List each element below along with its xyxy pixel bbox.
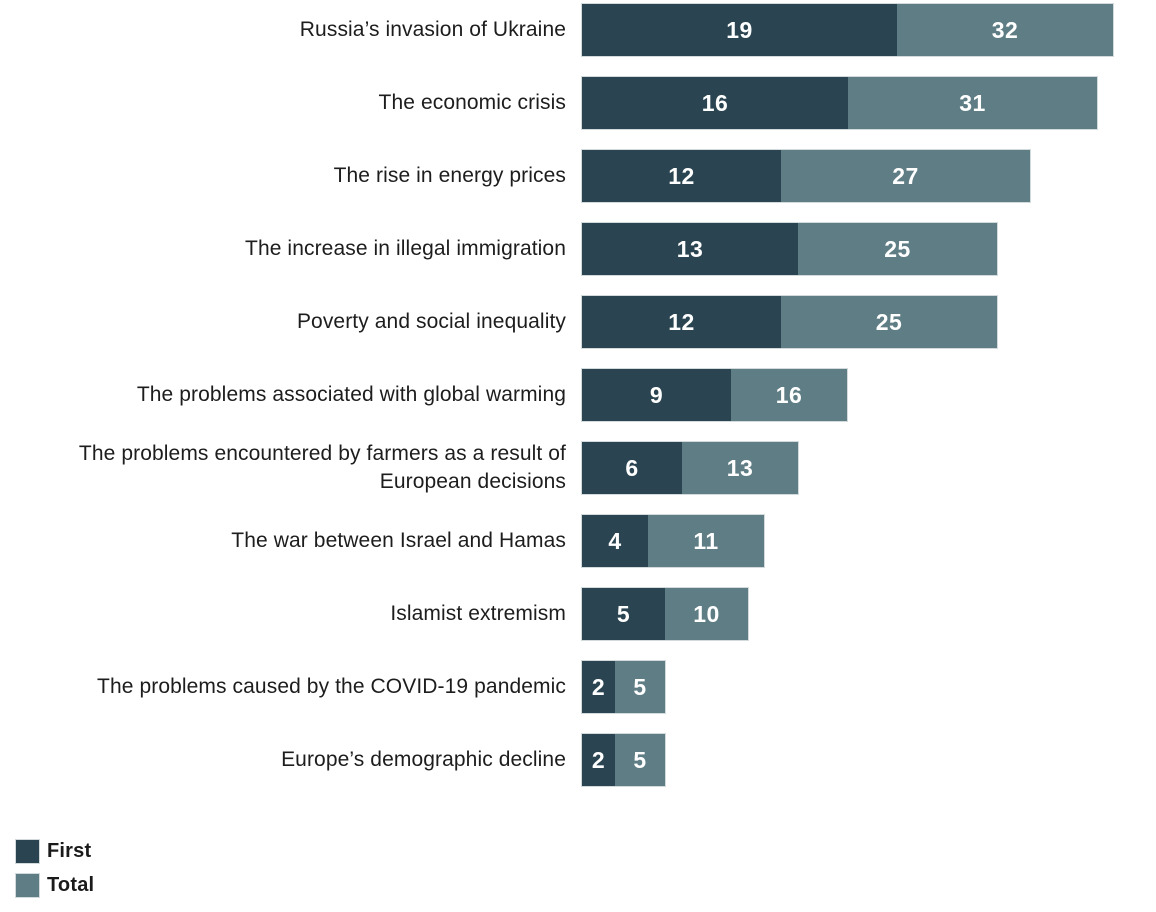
- total-legend-swatch: [15, 873, 40, 898]
- bar-row: Islamist extremism 5 10: [0, 587, 1156, 641]
- first-value-label: 5: [616, 600, 631, 627]
- first-value-label: 4: [608, 527, 622, 554]
- bar-row: The problems associated with global warm…: [0, 368, 1156, 422]
- stacked-bar: 16 31: [581, 76, 1098, 130]
- first-segment: 4: [582, 515, 648, 567]
- total-segment: 31: [848, 77, 1097, 129]
- total-value-label: 31: [959, 89, 986, 116]
- legend: First Total: [15, 839, 1156, 898]
- first-value-label: 13: [676, 235, 704, 262]
- bar-row: Russia’s invasion of Ukraine 19 32: [0, 3, 1156, 57]
- first-value-label: 16: [701, 89, 729, 116]
- first-segment: 13: [582, 223, 798, 275]
- category-label: The rise in energy prices: [333, 164, 566, 187]
- stacked-bar: 12 27: [581, 149, 1031, 203]
- total-value-label: 13: [726, 454, 754, 481]
- stacked-bar: 12 25: [581, 295, 998, 349]
- bar-row: The problems caused by the COVID-19 pand…: [0, 660, 1156, 714]
- stacked-bar: 9 16: [581, 368, 848, 422]
- total-segment: 5: [615, 734, 665, 786]
- bar-rows: Russia’s invasion of Ukraine 19 32 The econ…: [0, 3, 1156, 787]
- total-value-label: 11: [693, 527, 719, 554]
- legend-item-total: Total: [15, 873, 1156, 898]
- total-segment: 25: [781, 296, 997, 348]
- category-label: The increase in illegal immigration: [245, 237, 566, 260]
- total-segment: 25: [798, 223, 997, 275]
- first-value-label: 19: [726, 16, 753, 43]
- total-segment: 10: [665, 588, 748, 640]
- stacked-bar: 4 11: [581, 514, 765, 568]
- first-value-label: 2: [591, 673, 606, 700]
- legend-item-first: First: [15, 839, 1156, 864]
- first-value-label: 12: [668, 308, 695, 335]
- stacked-bar: 5 10: [581, 587, 749, 641]
- total-value-label: 25: [884, 235, 911, 262]
- total-value-label: 25: [875, 308, 903, 335]
- first-segment: 6: [582, 442, 682, 494]
- first-segment: 2: [582, 734, 615, 786]
- stacked-bar: 19 32: [581, 3, 1114, 57]
- category-label: The problems associated with global warm…: [136, 383, 566, 406]
- category-label: The problems caused by the COVID-19 pand…: [97, 675, 566, 698]
- total-value-label: 5: [633, 746, 647, 773]
- total-segment: 32: [897, 4, 1113, 56]
- bar-row: The problems encountered by farmers as a…: [0, 441, 1156, 495]
- total-value-label: 27: [892, 162, 919, 189]
- bar-row: The rise in energy prices 12 27: [0, 149, 1156, 203]
- first-segment: 16: [582, 77, 848, 129]
- first-value-label: 6: [625, 454, 639, 481]
- first-segment: 19: [582, 4, 897, 56]
- category-label: Europe’s demographic decline: [281, 748, 566, 771]
- first-value-label: 12: [668, 162, 695, 189]
- bar-row: Europe’s demographic decline 2 5: [0, 733, 1156, 787]
- first-segment: 2: [582, 661, 615, 713]
- first-segment: 9: [582, 369, 731, 421]
- total-segment: 16: [731, 369, 847, 421]
- total-value-label: 5: [633, 673, 647, 700]
- bar-row: The economic crisis 16 31: [0, 76, 1156, 130]
- category-label: Poverty and social inequality: [296, 310, 566, 333]
- bar-row: The increase in illegal immigration 13 25: [0, 222, 1156, 276]
- total-legend-label: Total: [47, 874, 95, 896]
- total-value-label: 32: [991, 16, 1019, 43]
- bar-row: Poverty and social inequality 12 25: [0, 295, 1156, 349]
- first-segment: 5: [582, 588, 665, 640]
- category-label: Russia’s invasion of Ukraine: [299, 18, 566, 41]
- category-label: Islamist extremism: [390, 602, 566, 625]
- first-legend-label: First: [47, 840, 92, 862]
- first-value-label: 9: [649, 381, 664, 408]
- total-segment: 27: [781, 150, 1030, 202]
- first-legend-swatch: [15, 839, 40, 864]
- stacked-bar: 6 13: [581, 441, 799, 495]
- total-segment: 13: [682, 442, 798, 494]
- category-label: The war between Israel and Hamas: [231, 529, 566, 552]
- bar-row: The war between Israel and Hamas 4 11: [0, 514, 1156, 568]
- total-value-label: 10: [693, 600, 720, 627]
- first-value-label: 2: [591, 746, 606, 773]
- total-segment: 5: [615, 661, 665, 713]
- first-segment: 12: [582, 296, 781, 348]
- first-segment: 12: [582, 150, 781, 202]
- category-label: The economic crisis: [378, 91, 566, 114]
- total-segment: 11: [648, 515, 764, 567]
- stacked-bar: 13 25: [581, 222, 998, 276]
- total-value-label: 16: [775, 381, 803, 408]
- category-label: The problems encountered by farmers as a…: [78, 442, 566, 493]
